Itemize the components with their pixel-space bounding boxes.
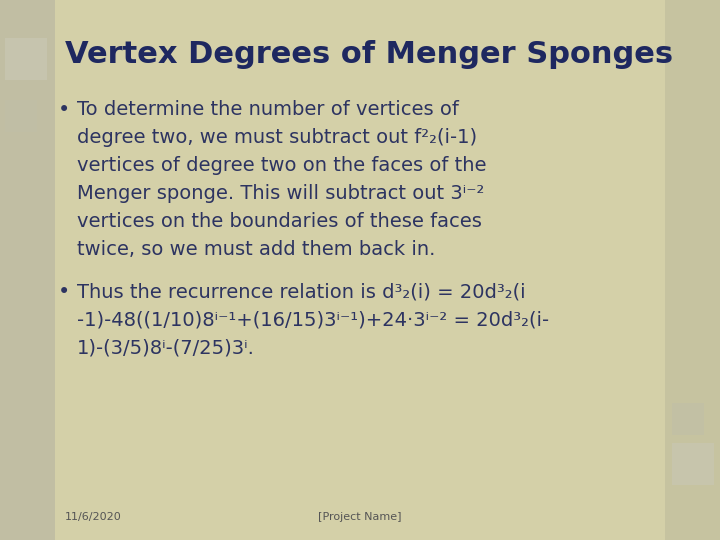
Text: -1)-48((1/10)8ⁱ⁻¹+(16/15)3ⁱ⁻¹)+24·3ⁱ⁻² = 20d³₂(i-: -1)-48((1/10)8ⁱ⁻¹+(16/15)3ⁱ⁻¹)+24·3ⁱ⁻² =…: [77, 310, 549, 329]
Text: •: •: [58, 100, 71, 120]
Text: Menger sponge. This will subtract out 3ⁱ⁻²: Menger sponge. This will subtract out 3ⁱ…: [77, 184, 485, 203]
Text: •: •: [58, 282, 71, 302]
Text: twice, so we must add them back in.: twice, so we must add them back in.: [77, 240, 436, 259]
Text: vertices of degree two on the faces of the: vertices of degree two on the faces of t…: [77, 156, 487, 175]
Bar: [672, 403, 704, 435]
Text: degree two, we must subtract out f²₂(i-1): degree two, we must subtract out f²₂(i-1…: [77, 128, 477, 147]
Bar: [665, 0, 720, 540]
Bar: [0, 0, 55, 540]
Text: 1)-(3/5)8ⁱ-(7/25)3ⁱ.: 1)-(3/5)8ⁱ-(7/25)3ⁱ.: [77, 338, 255, 357]
Text: vertices on the boundaries of these faces: vertices on the boundaries of these face…: [77, 212, 482, 231]
Text: 11/6/2020: 11/6/2020: [65, 512, 122, 522]
Text: Vertex Degrees of Menger Sponges: Vertex Degrees of Menger Sponges: [65, 40, 673, 69]
Text: [Project Name]: [Project Name]: [318, 512, 402, 522]
Bar: [5, 100, 37, 132]
Text: Thus the recurrence relation is d³₂(i) = 20d³₂(i: Thus the recurrence relation is d³₂(i) =…: [77, 282, 526, 301]
Bar: [5, 38, 47, 80]
Text: To determine the number of vertices of: To determine the number of vertices of: [77, 100, 459, 119]
Bar: [672, 443, 714, 485]
